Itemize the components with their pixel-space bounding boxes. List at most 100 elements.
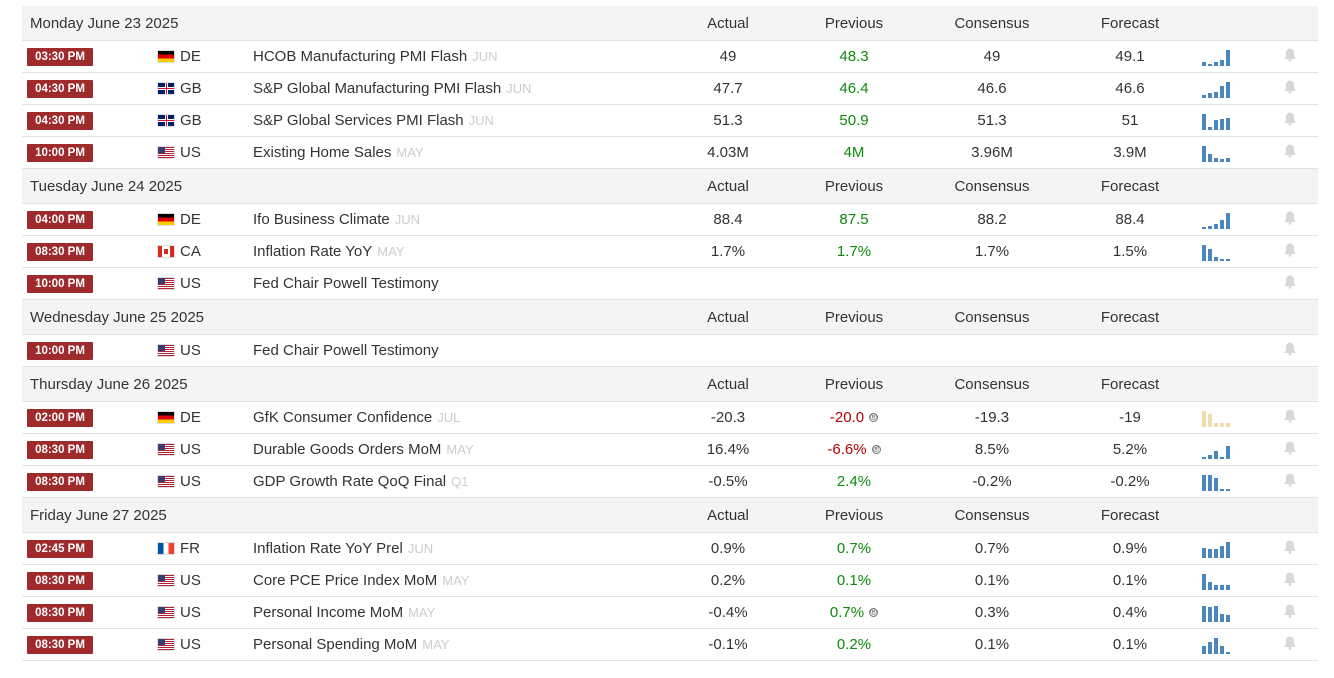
bell-icon[interactable]: [1282, 341, 1298, 361]
event-row[interactable]: 08:30 PM US Durable Goods Orders MoM MAY 16.…: [22, 434, 1318, 466]
event-row[interactable]: 08:30 PM US Personal Income MoM MAY -0.4% 0.7…: [22, 597, 1318, 629]
event-row[interactable]: 04:00 PM DE Ifo Business Climate JUN 88.4 87.…: [22, 204, 1318, 236]
event-name[interactable]: HCOB Manufacturing PMI Flash JUN: [253, 41, 498, 72]
alert-cell[interactable]: [1280, 335, 1300, 366]
event-row[interactable]: 10:00 PM US Fed Chair Powell Testimony: [22, 268, 1318, 300]
alert-cell[interactable]: [1280, 268, 1300, 299]
event-row[interactable]: 04:30 PM GB S&P Global Services PMI Flash J…: [22, 105, 1318, 137]
bell-icon[interactable]: [1282, 571, 1298, 591]
alert-cell[interactable]: [1280, 137, 1300, 168]
event-name[interactable]: Personal Income MoM MAY: [253, 597, 435, 628]
event-title[interactable]: Existing Home Sales: [253, 144, 392, 161]
alert-cell[interactable]: [1280, 434, 1300, 465]
sparkline-chart[interactable]: [1202, 629, 1232, 660]
event-title[interactable]: Personal Spending MoM: [253, 636, 418, 653]
sparkline-chart[interactable]: [1202, 466, 1232, 497]
alert-cell[interactable]: [1280, 565, 1300, 596]
event-title[interactable]: Durable Goods Orders MoM: [253, 441, 442, 458]
sparkline-chart[interactable]: [1202, 204, 1232, 235]
sparkline-chart[interactable]: [1202, 335, 1232, 366]
event-title[interactable]: GDP Growth Rate QoQ Final: [253, 473, 447, 490]
event-name[interactable]: Existing Home Sales MAY: [253, 137, 424, 168]
alert-cell[interactable]: [1280, 204, 1300, 235]
sparkline-chart[interactable]: [1202, 236, 1232, 267]
bell-icon[interactable]: [1282, 408, 1298, 428]
event-title[interactable]: Fed Chair Powell Testimony: [253, 342, 439, 359]
event-name[interactable]: S&P Global Services PMI Flash JUN: [253, 105, 494, 136]
bell-icon[interactable]: [1282, 539, 1298, 559]
alert-cell[interactable]: [1280, 236, 1300, 267]
event-name[interactable]: Fed Chair Powell Testimony: [253, 335, 439, 366]
sparkline-bar: [1220, 219, 1224, 229]
event-name[interactable]: Core PCE Price Index MoM MAY: [253, 565, 469, 596]
bell-icon[interactable]: [1282, 143, 1298, 163]
bell-icon[interactable]: [1282, 472, 1298, 492]
alert-cell[interactable]: [1280, 533, 1300, 564]
event-row[interactable]: 04:30 PM GB S&P Global Manufacturing PMI F…: [22, 73, 1318, 105]
event-row[interactable]: 02:45 PM FR Inflation Rate YoY Prel JUN 0.9%…: [22, 533, 1318, 565]
sparkline-chart[interactable]: [1202, 105, 1232, 136]
event-title[interactable]: Fed Chair Powell Testimony: [253, 275, 439, 292]
event-title[interactable]: HCOB Manufacturing PMI Flash: [253, 48, 468, 65]
event-reference-period: JUL: [437, 410, 461, 425]
bell-icon[interactable]: [1282, 603, 1298, 623]
sparkline-chart[interactable]: [1202, 565, 1232, 596]
sparkline-chart[interactable]: [1202, 41, 1232, 72]
previous-value: -20.0 ®: [804, 402, 904, 433]
event-row[interactable]: 08:30 PM US GDP Growth Rate QoQ Final Q1 -0.…: [22, 466, 1318, 498]
event-title[interactable]: Ifo Business Climate: [253, 211, 390, 228]
sparkline-chart[interactable]: [1202, 137, 1232, 168]
event-name[interactable]: Inflation Rate YoY MAY: [253, 236, 404, 267]
bell-icon[interactable]: [1282, 635, 1298, 655]
event-name[interactable]: S&P Global Manufacturing PMI Flash JUN: [253, 73, 531, 104]
sparkline-chart[interactable]: [1202, 402, 1232, 433]
event-title[interactable]: Inflation Rate YoY: [253, 243, 373, 260]
alert-cell[interactable]: [1280, 73, 1300, 104]
event-name[interactable]: Durable Goods Orders MoM MAY: [253, 434, 474, 465]
event-name[interactable]: Ifo Business Climate JUN: [253, 204, 420, 235]
bell-icon[interactable]: [1282, 47, 1298, 67]
event-title[interactable]: Core PCE Price Index MoM: [253, 572, 438, 589]
sparkline-chart[interactable]: [1202, 434, 1232, 465]
sparkline-bar: [1226, 117, 1230, 130]
alert-cell[interactable]: [1280, 105, 1300, 136]
sparkline-chart[interactable]: [1202, 268, 1232, 299]
column-header-previous: Previous: [824, 14, 884, 32]
alert-cell[interactable]: [1280, 629, 1300, 660]
sparkline-chart[interactable]: [1202, 533, 1232, 564]
event-row[interactable]: 08:30 PM US Personal Spending MoM MAY -0.1% 0…: [22, 629, 1318, 661]
bell-icon[interactable]: [1282, 440, 1298, 460]
alert-cell[interactable]: [1280, 597, 1300, 628]
event-row[interactable]: 10:00 PM US Fed Chair Powell Testimony: [22, 335, 1318, 367]
event-title[interactable]: Personal Income MoM: [253, 604, 404, 621]
event-time: 10:00 PM: [27, 137, 93, 168]
day-date: Monday June 23 2025: [30, 14, 179, 32]
event-country: GB: [158, 105, 202, 136]
bell-icon[interactable]: [1282, 111, 1298, 131]
bell-icon[interactable]: [1282, 242, 1298, 262]
bell-icon[interactable]: [1282, 274, 1298, 294]
alert-cell[interactable]: [1280, 41, 1300, 72]
event-row[interactable]: 10:00 PM US Existing Home Sales MAY 4.03M 4M 3…: [22, 137, 1318, 169]
bell-icon[interactable]: [1282, 79, 1298, 99]
alert-cell[interactable]: [1280, 402, 1300, 433]
alert-cell[interactable]: [1280, 466, 1300, 497]
event-name[interactable]: Personal Spending MoM MAY: [253, 629, 449, 660]
event-name[interactable]: Fed Chair Powell Testimony: [253, 268, 439, 299]
actual-value: 4.03M: [678, 137, 778, 168]
event-title[interactable]: GfK Consumer Confidence: [253, 409, 433, 426]
sparkline-chart[interactable]: [1202, 73, 1232, 104]
country-code: DE: [180, 409, 201, 426]
event-row[interactable]: 03:30 PM DE HCOB Manufacturing PMI Flash JU…: [22, 41, 1318, 73]
event-name[interactable]: Inflation Rate YoY Prel JUN: [253, 533, 433, 564]
event-row[interactable]: 02:00 PM DE GfK Consumer Confidence JUL -20.…: [22, 402, 1318, 434]
event-title[interactable]: Inflation Rate YoY Prel: [253, 540, 403, 557]
event-title[interactable]: S&P Global Manufacturing PMI Flash: [253, 80, 502, 97]
event-name[interactable]: GDP Growth Rate QoQ Final Q1: [253, 466, 468, 497]
bell-icon[interactable]: [1282, 210, 1298, 230]
event-name[interactable]: GfK Consumer Confidence JUL: [253, 402, 460, 433]
event-row[interactable]: 08:30 PM CA Inflation Rate YoY MAY 1.7% 1.7% 1…: [22, 236, 1318, 268]
event-row[interactable]: 08:30 PM US Core PCE Price Index MoM MAY 0.2…: [22, 565, 1318, 597]
sparkline-chart[interactable]: [1202, 597, 1232, 628]
event-title[interactable]: S&P Global Services PMI Flash: [253, 112, 464, 129]
